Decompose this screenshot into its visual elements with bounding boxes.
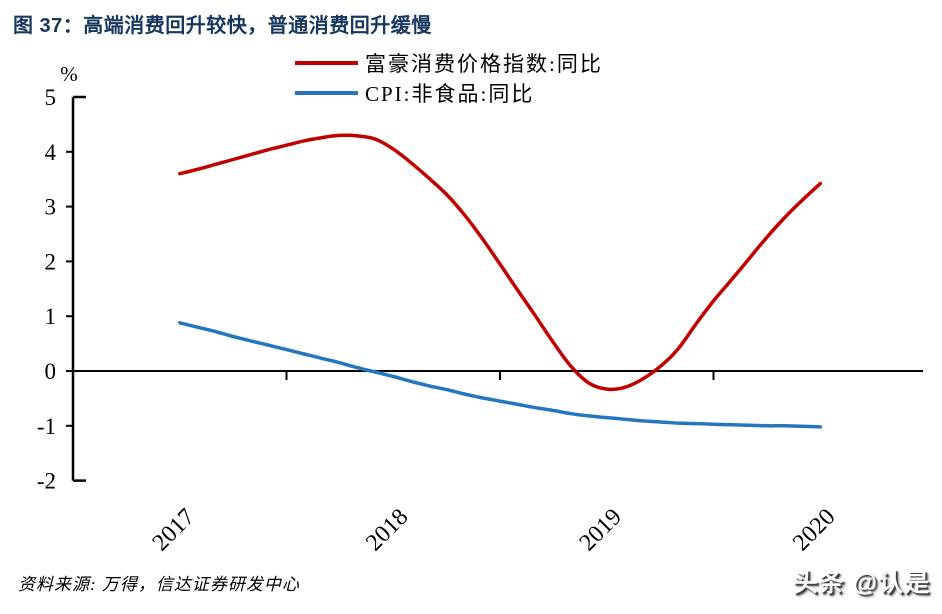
legend-line-swatch-red <box>295 61 358 65</box>
y-tick-label: 1 <box>45 304 57 329</box>
x-year-label: 2020 <box>788 504 840 556</box>
y-tick-label: -1 <box>37 414 56 439</box>
series-line-luxury-index <box>178 133 823 392</box>
legend-line-swatch-blue <box>295 91 358 95</box>
x-year-label: 2017 <box>148 504 200 556</box>
chart-legend: 富豪消费价格指数:同比 CPI:非食品:同比 <box>295 48 603 108</box>
legend-item-luxury-index: 富豪消费价格指数:同比 <box>295 48 603 78</box>
y-tick-label: 2 <box>45 249 57 274</box>
y-tick-label: 4 <box>45 140 57 165</box>
y-tick-label: -2 <box>37 469 56 494</box>
legend-label: CPI:非食品:同比 <box>365 82 535 106</box>
series-line-cpi-nonfood <box>178 321 823 429</box>
y-tick-label: 0 <box>45 359 57 384</box>
legend-label: 富豪消费价格指数:同比 <box>365 52 603 76</box>
y-axis-unit-label: % <box>60 62 78 86</box>
x-year-label: 2019 <box>575 504 627 556</box>
y-tick-label: 5 <box>45 85 57 110</box>
y-tick-label: 3 <box>45 195 57 220</box>
source-note: 资料来源: 万得，信达证券研发中心 <box>18 575 300 594</box>
x-year-label: 2018 <box>361 504 413 556</box>
watermark-toutiao: 头条 @认是 <box>792 569 930 597</box>
legend-item-cpi-nonfood: CPI:非食品:同比 <box>295 78 603 108</box>
chart-title: 图 37：高端消费回升较快，普通消费回升缓慢 <box>13 15 432 37</box>
